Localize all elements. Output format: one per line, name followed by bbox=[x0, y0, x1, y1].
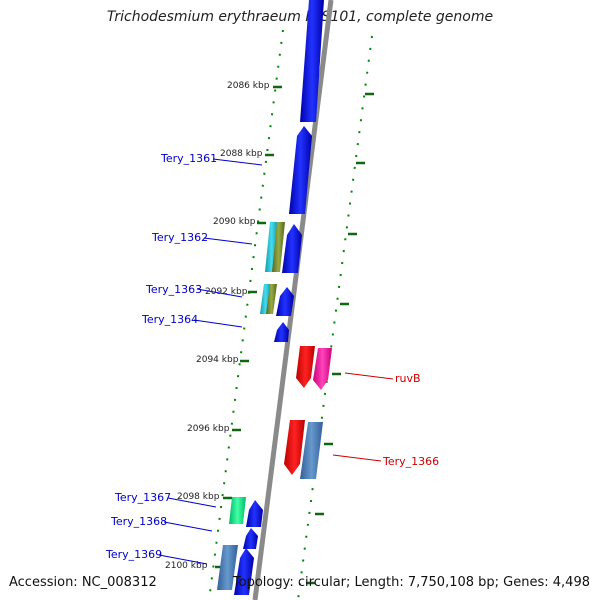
feature-olive-1362 bbox=[272, 222, 285, 272]
gene-label-tery-1363[interactable]: Tery_1363 bbox=[145, 283, 202, 296]
gene-arrow-tery-1364[interactable] bbox=[274, 322, 289, 342]
tick-marks bbox=[215, 85, 374, 585]
gene-arrow-tery-1361[interactable] bbox=[289, 126, 312, 214]
gene-label-tery-1366[interactable]: Tery_1366 bbox=[382, 455, 439, 468]
tick-label-2096: 2096 kbp bbox=[187, 424, 230, 434]
gene-label-tery-1362[interactable]: Tery_1362 bbox=[151, 231, 208, 244]
gene-label-tery-1368[interactable]: Tery_1368 bbox=[110, 515, 167, 528]
gene-label-tery-1369[interactable]: Tery_1369 bbox=[105, 548, 162, 561]
tick-label-2098: 2098 kbp bbox=[177, 492, 220, 502]
feature-olive-1363 bbox=[266, 284, 277, 314]
map-title: Trichodesmium erythraeum IMS101, complet… bbox=[106, 9, 494, 25]
gene-arrow-tery-1362[interactable] bbox=[282, 224, 302, 273]
gene-arrow-tery-1366-red[interactable] bbox=[284, 420, 305, 475]
tick-label-2088: 2088 kbp bbox=[220, 149, 263, 159]
feature-cyan-1363 bbox=[260, 284, 271, 314]
gene-arrow-ruvb-magenta[interactable] bbox=[313, 348, 332, 390]
leader-lines bbox=[158, 158, 394, 565]
tick-label-2092: 2092 kbp bbox=[205, 287, 248, 297]
topology-text: Topology: circular; Length: 7,750,108 bp… bbox=[232, 575, 590, 590]
gene-arrow-tery-1368[interactable] bbox=[243, 528, 258, 549]
gene-arrow-tery-1363[interactable] bbox=[276, 287, 294, 316]
gene-arrow-tery-1366-steel[interactable] bbox=[300, 422, 323, 479]
gene-arrow-tery-1369[interactable] bbox=[234, 548, 254, 595]
feature-steel-1369 bbox=[217, 545, 238, 590]
gene-label-tery-1361[interactable]: Tery_1361 bbox=[160, 152, 217, 165]
gene-label-tery-1364[interactable]: Tery_1364 bbox=[141, 313, 198, 326]
gene-label-ruvb[interactable]: ruvB bbox=[395, 372, 421, 385]
tick-label-2100: 2100 kbp bbox=[165, 561, 208, 571]
tick-label-2086: 2086 kbp bbox=[227, 81, 270, 91]
inner-dotted-guide bbox=[208, 29, 284, 600]
feature-green-1367 bbox=[229, 497, 246, 524]
tick-label-2094: 2094 kbp bbox=[196, 355, 239, 365]
gene-label-tery-1367[interactable]: Tery_1367 bbox=[114, 491, 171, 504]
gene-arrow-top[interactable] bbox=[300, 0, 324, 122]
gene-arrow-ruvb-red[interactable] bbox=[296, 346, 315, 388]
gene-arrow-tery-1367[interactable] bbox=[246, 500, 263, 527]
feature-cyan-1362 bbox=[265, 222, 278, 272]
tick-label-2090: 2090 kbp bbox=[213, 217, 256, 227]
accession-text: Accession: NC_008312 bbox=[9, 575, 157, 590]
